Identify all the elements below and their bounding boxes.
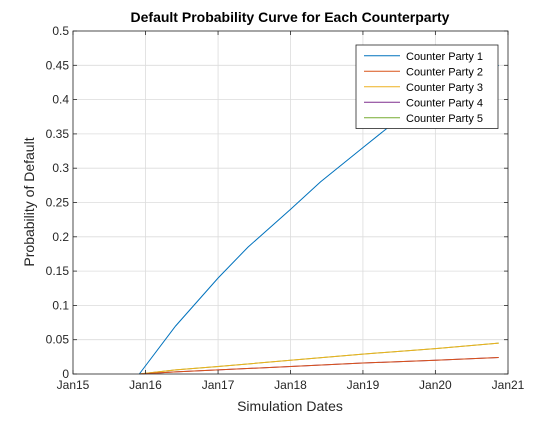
legend-entry-label: Counter Party 5 bbox=[406, 113, 483, 125]
y-tick-label: 0.1 bbox=[52, 298, 69, 312]
x-axis-label: Simulation Dates bbox=[237, 398, 343, 414]
y-tick-label: 0.5 bbox=[52, 24, 69, 38]
y-tick-label: 0.05 bbox=[46, 333, 70, 347]
x-tick-label: Jan18 bbox=[274, 378, 307, 392]
x-tick-label: Jan17 bbox=[202, 378, 235, 392]
y-tick-label: 0.45 bbox=[46, 58, 70, 72]
x-tick-label: Jan20 bbox=[419, 378, 452, 392]
axis-ticks: Jan15 Jan16 Jan17 Jan18 Jan19 Jan20 Jan21 0 0.05… bbox=[46, 24, 525, 392]
chart-title: Default Probability Curve for Each Count… bbox=[131, 9, 450, 25]
y-tick-label: 0.35 bbox=[46, 127, 70, 141]
legend-entry-label: Counter Party 3 bbox=[406, 82, 483, 94]
y-tick-label: 0.4 bbox=[52, 93, 69, 107]
series-line bbox=[139, 357, 499, 375]
legend-entry-label: Counter Party 2 bbox=[406, 66, 483, 78]
legend: Counter Party 1 Counter Party 2 Counter Pa… bbox=[355, 44, 499, 129]
y-tick-label: 0 bbox=[62, 367, 69, 381]
y-tick-label: 0.15 bbox=[46, 264, 70, 278]
y-tick-label: 0.25 bbox=[46, 196, 70, 210]
x-tick-label: Jan15 bbox=[57, 378, 90, 392]
x-tick-label: Jan19 bbox=[347, 378, 380, 392]
y-axis-label: Probability of Default bbox=[21, 137, 37, 266]
series-line bbox=[139, 342, 499, 375]
legend-entry-label: Counter Party 4 bbox=[406, 97, 483, 109]
x-tick-label: Jan16 bbox=[129, 378, 162, 392]
legend-entry-label: Counter Party 1 bbox=[406, 51, 483, 63]
y-tick-label: 0.3 bbox=[52, 161, 69, 175]
y-tick-label: 0.2 bbox=[52, 230, 69, 244]
x-tick-label: Jan21 bbox=[492, 378, 525, 392]
